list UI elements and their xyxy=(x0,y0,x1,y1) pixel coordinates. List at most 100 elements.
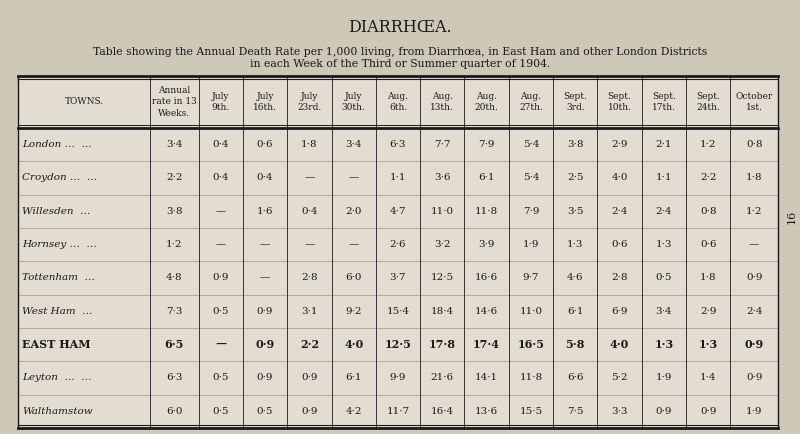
Text: 0·9: 0·9 xyxy=(257,307,274,316)
Text: 3·3: 3·3 xyxy=(611,407,628,416)
Text: 18·4: 18·4 xyxy=(430,307,454,316)
Text: 1·8: 1·8 xyxy=(700,273,717,283)
Text: 4·2: 4·2 xyxy=(346,407,362,416)
Text: 16·5: 16·5 xyxy=(518,339,545,350)
Text: 0·9: 0·9 xyxy=(745,339,764,350)
Text: 6·6: 6·6 xyxy=(567,374,583,382)
Text: —: — xyxy=(304,174,314,183)
Text: 2·4: 2·4 xyxy=(746,307,762,316)
Text: in each Week of the Third or Summer quarter of 1904.: in each Week of the Third or Summer quar… xyxy=(250,59,550,69)
Text: 11·7: 11·7 xyxy=(386,407,410,416)
Text: July
16th.: July 16th. xyxy=(253,92,277,112)
Text: —: — xyxy=(349,240,359,249)
Text: July
9th.: July 9th. xyxy=(212,92,230,112)
Text: 1·1: 1·1 xyxy=(656,174,672,183)
Text: 0·6: 0·6 xyxy=(700,240,717,249)
Text: 2·0: 2·0 xyxy=(346,207,362,216)
Text: 1·2: 1·2 xyxy=(166,240,182,249)
Text: 5·8: 5·8 xyxy=(566,339,585,350)
Text: 0·5: 0·5 xyxy=(656,273,672,283)
Text: 6·1: 6·1 xyxy=(346,374,362,382)
Text: 15·4: 15·4 xyxy=(386,307,410,316)
Text: 2·2: 2·2 xyxy=(300,339,319,350)
Text: 0·9: 0·9 xyxy=(656,407,672,416)
Text: —: — xyxy=(304,240,314,249)
Text: 4·6: 4·6 xyxy=(567,273,583,283)
Text: 3·1: 3·1 xyxy=(301,307,318,316)
Text: 1·3: 1·3 xyxy=(698,339,718,350)
Text: Hornsey …  …: Hornsey … … xyxy=(22,240,97,249)
Text: 0·4: 0·4 xyxy=(301,207,318,216)
Text: 1·2: 1·2 xyxy=(700,140,717,149)
Text: 2·8: 2·8 xyxy=(301,273,318,283)
Text: 4·7: 4·7 xyxy=(390,207,406,216)
Text: 0·9: 0·9 xyxy=(255,339,274,350)
Text: 1·1: 1·1 xyxy=(390,174,406,183)
Text: EAST HAM: EAST HAM xyxy=(22,339,90,350)
Text: 3·8: 3·8 xyxy=(166,207,182,216)
Text: 3·6: 3·6 xyxy=(434,174,450,183)
Text: —: — xyxy=(260,273,270,283)
Text: 0·9: 0·9 xyxy=(746,374,762,382)
Text: 1·8: 1·8 xyxy=(746,174,762,183)
Text: 12·5: 12·5 xyxy=(430,273,454,283)
Text: 2·8: 2·8 xyxy=(611,273,628,283)
Text: 3·2: 3·2 xyxy=(434,240,450,249)
Text: Aug.
20th.: Aug. 20th. xyxy=(474,92,498,112)
Text: Aug.
6th.: Aug. 6th. xyxy=(387,92,409,112)
Text: 2·6: 2·6 xyxy=(390,240,406,249)
Text: 17·4: 17·4 xyxy=(473,339,500,350)
Text: 7·9: 7·9 xyxy=(522,207,539,216)
Text: 9·2: 9·2 xyxy=(346,307,362,316)
Text: 11·0: 11·0 xyxy=(430,207,454,216)
Text: 0·4: 0·4 xyxy=(213,140,229,149)
Text: 2·5: 2·5 xyxy=(567,174,583,183)
Text: Leyton  …  …: Leyton … … xyxy=(22,374,92,382)
Text: Sept.
24th.: Sept. 24th. xyxy=(696,92,720,112)
Text: 0·5: 0·5 xyxy=(257,407,274,416)
Bar xyxy=(18,76,778,428)
Text: —: — xyxy=(215,207,226,216)
Text: 3·5: 3·5 xyxy=(567,207,583,216)
Text: 12·5: 12·5 xyxy=(385,339,411,350)
Text: Aug.
13th.: Aug. 13th. xyxy=(430,92,454,112)
Text: July
23rd.: July 23rd. xyxy=(298,92,322,112)
Text: 9·7: 9·7 xyxy=(522,273,539,283)
Text: 11·0: 11·0 xyxy=(519,307,542,316)
Text: 6·1: 6·1 xyxy=(567,307,583,316)
Text: 3·9: 3·9 xyxy=(478,240,495,249)
Text: 1·2: 1·2 xyxy=(746,207,762,216)
Text: 7·9: 7·9 xyxy=(478,140,495,149)
Text: West Ham  …: West Ham … xyxy=(22,307,93,316)
Text: 1·9: 1·9 xyxy=(746,407,762,416)
Text: 6·1: 6·1 xyxy=(478,174,495,183)
Text: Sept.
3rd.: Sept. 3rd. xyxy=(563,92,587,112)
Text: 2·2: 2·2 xyxy=(700,174,717,183)
Text: 7·5: 7·5 xyxy=(567,407,583,416)
Text: Table showing the Annual Death Rate per 1,000 living, from Diarrhœa, in East Ham: Table showing the Annual Death Rate per … xyxy=(93,47,707,57)
Text: 7·7: 7·7 xyxy=(434,140,450,149)
Text: TOWNS.: TOWNS. xyxy=(65,98,104,106)
Text: 6·5: 6·5 xyxy=(165,339,184,350)
Text: —: — xyxy=(215,240,226,249)
Text: 4·0: 4·0 xyxy=(610,339,629,350)
Text: Willesden  …: Willesden … xyxy=(22,207,90,216)
Text: 2·4: 2·4 xyxy=(611,207,628,216)
Text: 0·6: 0·6 xyxy=(611,240,628,249)
Text: 4·8: 4·8 xyxy=(166,273,182,283)
Text: 3·4: 3·4 xyxy=(166,140,182,149)
Text: 2·9: 2·9 xyxy=(700,307,717,316)
Text: 0·5: 0·5 xyxy=(213,307,229,316)
Text: 3·8: 3·8 xyxy=(567,140,583,149)
Text: 0·9: 0·9 xyxy=(301,374,318,382)
Text: 0·4: 0·4 xyxy=(257,174,274,183)
Text: Walthamstow: Walthamstow xyxy=(22,407,93,416)
Text: 0·8: 0·8 xyxy=(746,140,762,149)
Text: 1·9: 1·9 xyxy=(656,374,672,382)
Text: 2·4: 2·4 xyxy=(656,207,672,216)
Text: 1·3: 1·3 xyxy=(654,339,674,350)
Text: 3·7: 3·7 xyxy=(390,273,406,283)
Text: —: — xyxy=(215,339,226,350)
Text: 14·6: 14·6 xyxy=(475,307,498,316)
Text: 0·9: 0·9 xyxy=(700,407,717,416)
